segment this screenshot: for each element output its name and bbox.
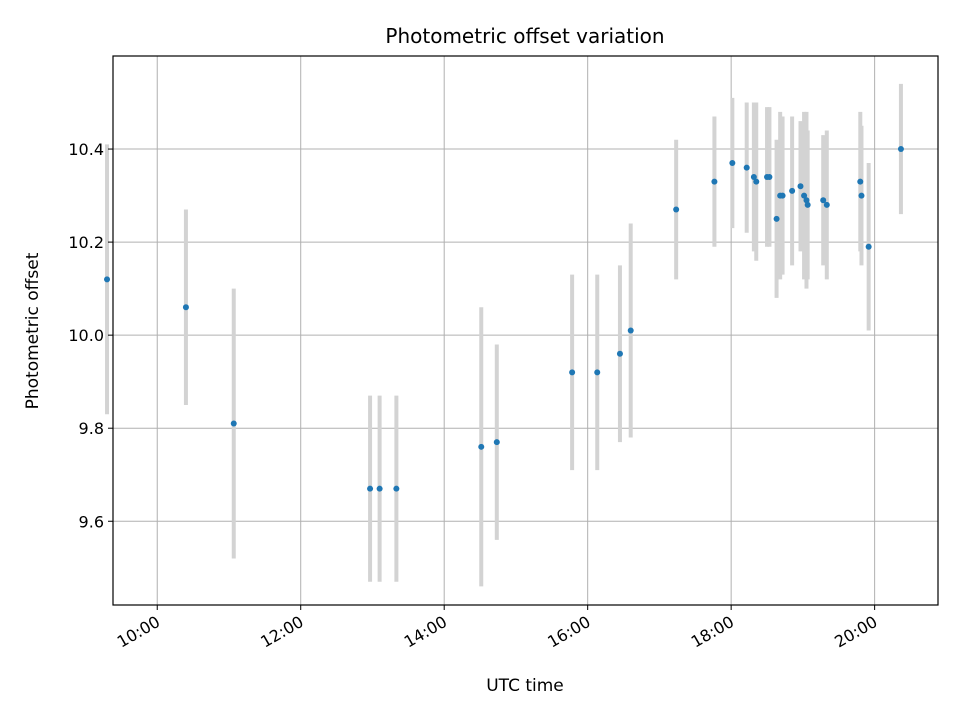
data-point [393, 485, 400, 492]
x-axis-ticks: 10:00 12:00 14:00 16:00 18:00 20:00 [114, 605, 881, 652]
data-point [478, 443, 485, 450]
y-gridlines [113, 148, 938, 522]
data-point [711, 178, 718, 185]
y-tick-label: 10.0 [68, 326, 104, 345]
data-point [376, 485, 383, 492]
data-point [367, 485, 374, 492]
x-tick-label: 18:00 [688, 612, 737, 652]
x-axis-title: UTC time [486, 676, 564, 696]
data-point [594, 369, 601, 376]
data-point [803, 197, 810, 204]
data-point [857, 178, 864, 185]
data-point [743, 164, 750, 171]
data-point [865, 243, 872, 250]
data-point [773, 215, 780, 222]
y-tick-label: 10.4 [68, 140, 104, 159]
data-point [627, 327, 634, 334]
chart-title: Photometric offset variation [385, 24, 664, 48]
x-tick-label: 14:00 [401, 612, 450, 652]
data-point [729, 160, 736, 167]
x-tick-label: 10:00 [114, 612, 163, 652]
plot-frame [112, 55, 939, 606]
data-point [182, 304, 189, 311]
data-point [804, 201, 811, 208]
data-point [230, 420, 237, 427]
x-tick-label: 12:00 [257, 612, 306, 652]
y-tick-label: 9.8 [79, 419, 104, 438]
data-points [104, 146, 904, 492]
x-tick-label: 16:00 [544, 612, 593, 652]
data-point [616, 350, 623, 357]
data-point [858, 192, 865, 199]
data-point [104, 276, 111, 283]
y-axis-ticks: 9.6 9.8 10.0 10.2 10.4 [68, 140, 113, 531]
data-point [823, 201, 830, 208]
data-point [569, 369, 576, 376]
data-point [493, 439, 500, 446]
y-tick-label: 9.6 [79, 512, 104, 531]
data-point [753, 178, 760, 185]
data-point [820, 197, 827, 204]
data-point [750, 173, 757, 180]
y-axis-title: Photometric offset [23, 252, 43, 409]
data-point [779, 192, 786, 199]
data-point [801, 192, 808, 199]
data-point [897, 146, 904, 153]
data-point [789, 187, 796, 194]
data-point [673, 206, 680, 213]
data-point [766, 173, 773, 180]
data-point [797, 183, 804, 190]
y-tick-label: 10.2 [68, 233, 104, 252]
x-tick-label: 20:00 [831, 612, 880, 652]
